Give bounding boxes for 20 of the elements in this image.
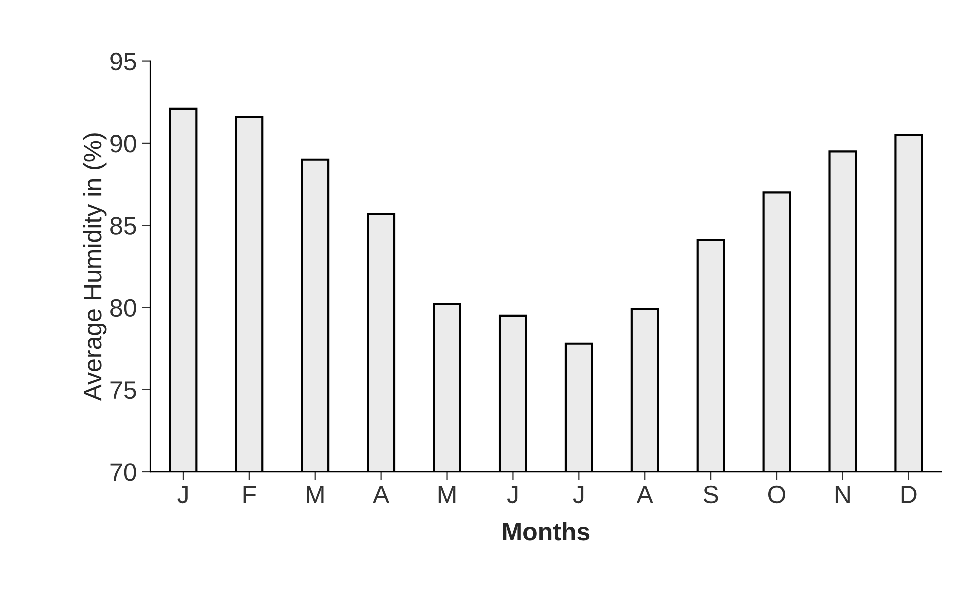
- x-tick-label: O: [768, 486, 786, 504]
- y-tick-label: 80: [110, 299, 136, 318]
- y-tick-label: 90: [110, 135, 136, 153]
- x-tick-label: F: [244, 486, 256, 504]
- y-tick-label: 85: [110, 217, 136, 235]
- y-tick-label: 70: [110, 464, 136, 482]
- y-axis-title: Average Humidity in (%): [83, 134, 107, 402]
- x-tick-label: M: [307, 486, 324, 504]
- y-tick-label: 95: [110, 52, 136, 71]
- x-tick-label: J: [178, 486, 188, 504]
- y-tick-label: 75: [110, 382, 136, 400]
- x-tick-label: J: [507, 486, 518, 504]
- x-tick-label: A: [636, 486, 654, 504]
- x-axis-title: Months: [503, 522, 590, 541]
- x-tick-label: N: [836, 486, 850, 504]
- x-tick-label: M: [438, 486, 456, 504]
- x-tick-label: D: [902, 486, 917, 504]
- x-tick-label: A: [373, 486, 390, 504]
- x-tick-label: J: [573, 486, 584, 504]
- x-tick-label: S: [704, 486, 718, 504]
